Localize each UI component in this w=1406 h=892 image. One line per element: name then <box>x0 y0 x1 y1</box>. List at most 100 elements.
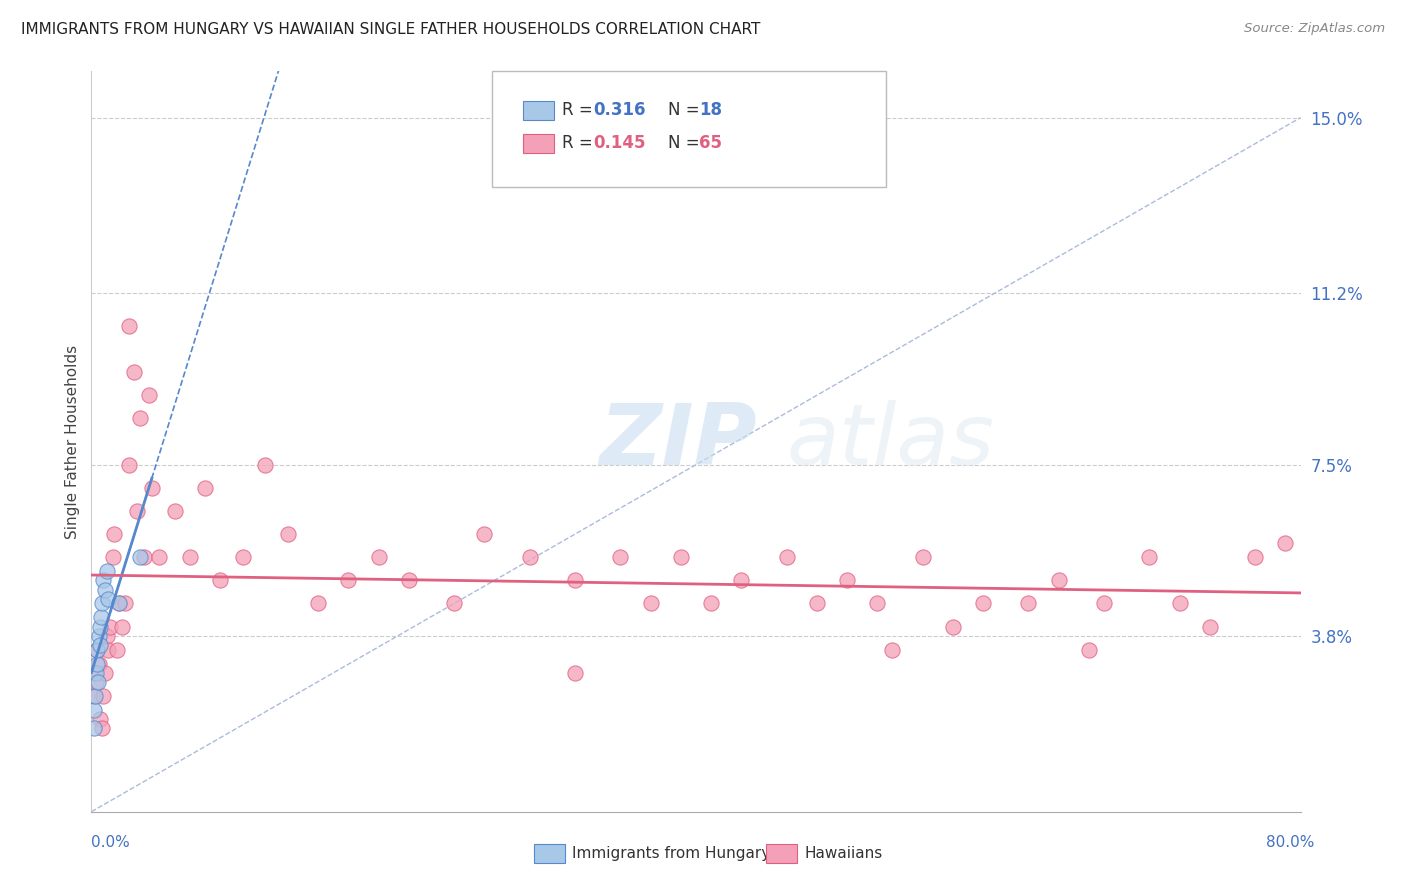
Point <box>1274 536 1296 550</box>
Point <box>128 411 150 425</box>
Point <box>669 550 692 565</box>
Point <box>86 642 108 657</box>
Point <box>1139 550 1161 565</box>
Point <box>84 675 107 690</box>
Point <box>1018 597 1040 611</box>
Point <box>1168 597 1191 611</box>
Text: R =: R = <box>562 101 599 119</box>
Point <box>89 712 111 726</box>
Point <box>443 597 465 611</box>
Text: 0.316: 0.316 <box>593 101 645 119</box>
Point <box>730 574 752 588</box>
Point <box>98 619 121 633</box>
Point <box>90 610 112 624</box>
Point <box>254 458 277 472</box>
Point <box>89 638 111 652</box>
Point <box>107 597 129 611</box>
Point <box>398 574 420 588</box>
Point <box>307 597 329 611</box>
Point <box>84 689 107 703</box>
Point <box>97 591 120 606</box>
Point <box>103 527 125 541</box>
Point <box>776 550 799 565</box>
Point <box>94 582 117 597</box>
Text: R =: R = <box>562 134 599 152</box>
Text: 65: 65 <box>699 134 721 152</box>
Text: 0.145: 0.145 <box>593 134 645 152</box>
Point <box>83 722 105 736</box>
Text: atlas: atlas <box>786 400 994 483</box>
Point <box>105 642 128 657</box>
Point <box>1198 619 1220 633</box>
Point <box>91 722 114 736</box>
Point <box>700 597 723 611</box>
Point <box>111 619 132 633</box>
Point <box>94 665 117 680</box>
Point <box>107 597 129 611</box>
Point <box>472 527 495 541</box>
Text: IMMIGRANTS FROM HUNGARY VS HAWAIIAN SINGLE FATHER HOUSEHOLDS CORRELATION CHART: IMMIGRANTS FROM HUNGARY VS HAWAIIAN SING… <box>21 22 761 37</box>
Point <box>163 504 186 518</box>
Point <box>118 458 141 472</box>
Point <box>277 527 299 541</box>
Point <box>367 550 389 565</box>
Point <box>337 574 360 588</box>
Point <box>194 481 217 495</box>
Point <box>93 574 115 588</box>
Point <box>87 629 110 643</box>
Point <box>640 597 662 611</box>
Point <box>972 597 994 611</box>
Point <box>118 318 141 333</box>
Point <box>148 550 170 565</box>
Point <box>1078 642 1101 657</box>
Text: 80.0%: 80.0% <box>1267 836 1315 850</box>
Point <box>97 642 120 657</box>
Point <box>882 642 904 657</box>
Point <box>101 550 124 565</box>
Text: Hawaiians: Hawaiians <box>804 847 883 861</box>
Text: Source: ZipAtlas.com: Source: ZipAtlas.com <box>1244 22 1385 36</box>
Point <box>83 703 105 717</box>
Point <box>564 574 586 588</box>
Point <box>806 597 828 611</box>
Point <box>835 574 858 588</box>
Point <box>86 642 108 657</box>
Point <box>911 550 934 565</box>
Text: 0.0%: 0.0% <box>91 836 131 850</box>
Point <box>1047 574 1070 588</box>
Point <box>96 564 118 578</box>
Text: N =: N = <box>668 101 704 119</box>
Point <box>83 665 105 680</box>
Point <box>87 657 110 671</box>
Text: ZIP: ZIP <box>599 400 756 483</box>
Text: 18: 18 <box>699 101 721 119</box>
Point <box>866 597 889 611</box>
Point <box>134 550 156 565</box>
Point <box>96 629 118 643</box>
Point <box>141 481 163 495</box>
Point <box>564 665 586 680</box>
Point <box>208 574 231 588</box>
Point <box>125 504 148 518</box>
Point <box>1092 597 1115 611</box>
Point <box>942 619 965 633</box>
Point <box>86 657 108 671</box>
Point <box>519 550 541 565</box>
Point <box>91 597 114 611</box>
Point <box>122 365 145 379</box>
Point <box>83 689 105 703</box>
Point <box>1244 550 1267 565</box>
Text: N =: N = <box>668 134 704 152</box>
Y-axis label: Single Father Households: Single Father Households <box>65 344 80 539</box>
Point <box>609 550 631 565</box>
Point <box>89 619 111 633</box>
Point <box>84 665 107 680</box>
Point <box>138 388 160 402</box>
Point <box>128 550 150 565</box>
Point <box>231 550 253 565</box>
Point <box>179 550 201 565</box>
Point <box>114 597 136 611</box>
Point <box>87 675 110 690</box>
Text: Immigrants from Hungary: Immigrants from Hungary <box>572 847 770 861</box>
Point <box>93 689 115 703</box>
